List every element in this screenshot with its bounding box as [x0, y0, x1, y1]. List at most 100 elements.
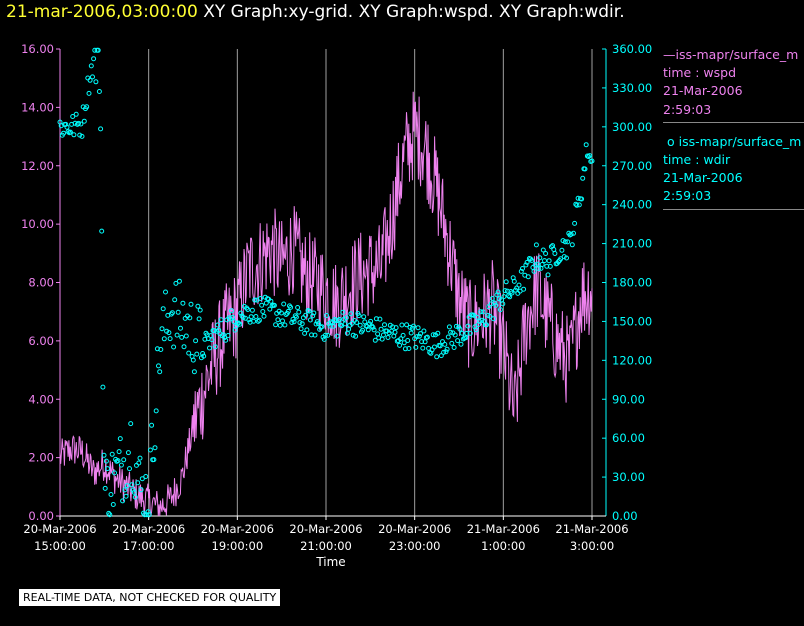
wdir-point [259, 302, 265, 308]
wdir-point [494, 292, 500, 298]
wdir-point [263, 300, 269, 306]
wdir-point [169, 310, 175, 316]
wdir-point [103, 458, 109, 464]
wdir-point [361, 314, 367, 320]
wdir-point [511, 278, 517, 284]
title-graph-list: XY Graph:xy-grid. XY Graph:wspd. XY Grap… [203, 2, 625, 22]
wdir-point [136, 460, 142, 466]
wdir-point [518, 268, 524, 274]
wdir-point [158, 347, 164, 352]
wdir-point [506, 293, 511, 299]
wdir-point [137, 455, 143, 461]
x-axis: 20-Mar-2006 15:00:00 20-Mar-2006 17:00:00 20… [23, 515, 629, 553]
wdir-point [190, 357, 196, 363]
wdir-point [246, 317, 252, 323]
x-tick-date: 21-Mar-2006 [467, 522, 540, 536]
wdir-point [431, 344, 437, 350]
right-tick-label: 210.00 [612, 237, 652, 251]
legend-series-name: —iss-mapr/surface_m [663, 47, 799, 62]
wdir-point [370, 324, 376, 330]
wdir-point [445, 334, 451, 340]
wdir-point [84, 104, 90, 110]
wdir-point [420, 345, 426, 351]
right-tick-label: 270.00 [612, 159, 652, 173]
wdir-point [296, 309, 302, 315]
wdir-point [521, 286, 527, 292]
wdir-point [580, 175, 586, 181]
right-tick-label: 60.00 [612, 431, 645, 445]
wdir-point [178, 325, 183, 331]
wdir-point [290, 316, 296, 322]
wdir-point [336, 317, 342, 322]
wdir-point [453, 323, 459, 329]
wdir-point [393, 325, 399, 331]
wdir-series [57, 47, 595, 518]
wdir-point [378, 326, 384, 332]
wdir-point [146, 512, 152, 518]
wdir-point [145, 509, 151, 515]
wdir-point [118, 462, 124, 468]
chart-title-bar: 21-mar-2006,03:00:00 XY Graph:xy-grid. X… [6, 2, 625, 22]
wdir-point [574, 202, 580, 208]
wdir-point [174, 332, 180, 338]
wdir-point [273, 322, 279, 328]
wdir-point [365, 327, 371, 333]
wdir-point [465, 323, 471, 329]
wdir-point [310, 313, 316, 319]
wdir-point [183, 333, 189, 339]
wdir-point [88, 63, 94, 69]
wdir-point [288, 304, 294, 310]
wdir-point [582, 166, 588, 172]
right-tick-label: 330.00 [612, 81, 652, 95]
legend-variable: time : wdir [663, 152, 731, 168]
wdir-point [479, 317, 485, 323]
wdir-point [180, 300, 186, 306]
right-y-axis: 0.00 30.00 60.00 90.00 120.00 150.00 180.00 210… [602, 42, 652, 523]
wdir-point [497, 307, 503, 313]
wdir-point [71, 132, 77, 138]
wdir-point [452, 332, 458, 338]
wdir-point [122, 487, 128, 493]
wdir-point [540, 247, 546, 253]
x-tick-time: 17:00:00 [123, 539, 175, 553]
wdir-point [120, 498, 126, 504]
wdir-point [404, 322, 410, 328]
wdir-point [484, 322, 489, 328]
wdir-point [138, 487, 144, 493]
wdir-point [325, 332, 331, 338]
wdir-point [87, 77, 93, 83]
legend-time: 2:59:03 [663, 101, 712, 117]
wdir-point [493, 302, 499, 308]
wdir-point [161, 336, 167, 342]
wdir-point [299, 321, 305, 327]
wspd-line [59, 91, 593, 517]
wdir-point [377, 316, 383, 322]
wdir-point [398, 336, 404, 342]
wdir-point [587, 153, 593, 159]
wdir-point [99, 228, 105, 234]
x-tick-time: 3:00:00 [570, 539, 614, 553]
wdir-point [166, 330, 172, 336]
wdir-point [225, 333, 231, 338]
wdir-point [411, 323, 416, 329]
wdir-point [78, 121, 84, 127]
wdir-point [354, 320, 360, 325]
wdir-point [127, 466, 132, 472]
wdir-point [157, 369, 163, 375]
wdir-point [91, 56, 97, 62]
wdir-point [583, 142, 589, 148]
wdir-point [291, 319, 297, 325]
wdir-point [252, 297, 258, 303]
wdir-point [201, 353, 207, 359]
x-tick-date: 20-Mar-2006 [23, 522, 96, 536]
wdir-point [576, 202, 582, 208]
wdir-point [516, 282, 522, 288]
wdir-point [63, 121, 69, 127]
legend-date: 21-Mar-2006 [663, 170, 743, 186]
wdir-point [424, 334, 430, 340]
wdir-point [448, 329, 454, 335]
wdir-point [444, 346, 450, 352]
wdir-point [324, 313, 330, 318]
left-tick-label: 12.00 [21, 159, 54, 173]
wdir-point [193, 338, 199, 344]
